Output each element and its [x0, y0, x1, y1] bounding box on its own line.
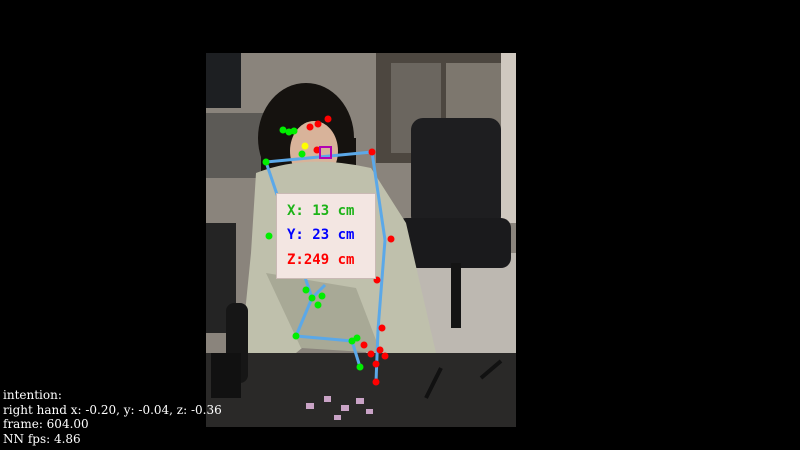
- keypoint-left-hip-2: [309, 295, 316, 302]
- keypoint-right-wrist-1: [379, 325, 386, 332]
- keypoint-left-chin: [299, 151, 306, 158]
- keypoint-left-hip-4: [319, 293, 326, 300]
- spatial-coordinates-box: X: 13 cm Y: 23 cm Z:249 cm: [276, 193, 376, 279]
- keypoint-right-ear: [325, 116, 332, 123]
- keypoint-right-hand-5: [373, 379, 380, 386]
- keypoint-left-hand-1: [354, 335, 361, 342]
- keypoint-right-eye-1: [307, 124, 314, 131]
- coord-y-label: Y: 23 cm: [287, 227, 354, 243]
- bone-left-hand: [352, 341, 360, 367]
- keypoint-left-hand-2: [357, 364, 364, 371]
- keypoint-right-hand-3: [382, 353, 389, 360]
- coord-x-label: X: 13 cm: [287, 203, 354, 219]
- keypoint-left-hip-1: [303, 287, 310, 294]
- keypoint-right-elbow: [388, 236, 395, 243]
- keypoint-left-eye-3: [291, 128, 298, 135]
- keypoint-right-shoulder: [369, 149, 376, 156]
- keypoint-right-wrist-2: [361, 342, 368, 349]
- keypoint-neck: [302, 143, 309, 150]
- hud-frame: frame: 604.00: [3, 417, 222, 432]
- hud-right-hand: right hand x: -0.20, y: -0.04, z: -0.36: [3, 403, 222, 418]
- bone-left-arm: [296, 336, 352, 341]
- bone-right-side: [378, 240, 385, 330]
- keypoint-right-hand-1: [368, 351, 375, 358]
- hud-info: intention: right hand x: -0.20, y: -0.04,…: [3, 388, 222, 446]
- keypoint-left-elbow: [266, 233, 273, 240]
- keypoint-right-eye-2: [315, 121, 322, 128]
- hud-intention: intention:: [3, 388, 222, 403]
- keypoint-left-shoulder: [263, 159, 270, 166]
- hud-fps: NN fps: 4.86: [3, 432, 222, 447]
- bone-right-forearm: [376, 330, 378, 382]
- keypoint-left-knee: [293, 333, 300, 340]
- keypoint-right-hand-2: [377, 347, 384, 354]
- keypoint-right-hand-4: [373, 361, 380, 368]
- bone-hip-left: [296, 298, 312, 336]
- coord-z-label: Z:249 cm: [287, 252, 354, 268]
- keypoint-left-hip-3: [315, 302, 322, 309]
- keypoint-left-eye-1: [280, 127, 287, 134]
